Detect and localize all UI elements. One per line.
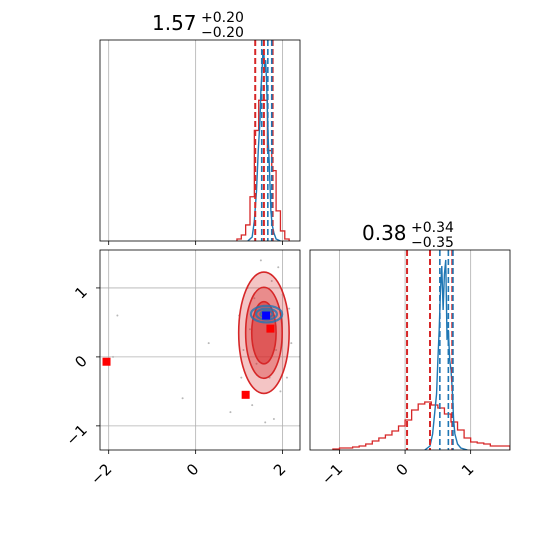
x-tick-label-param1: −2 bbox=[87, 460, 115, 488]
frame-joint bbox=[99, 249, 301, 451]
red-marker bbox=[241, 390, 250, 399]
scatter-point bbox=[270, 280, 273, 283]
scatter-point bbox=[279, 390, 282, 393]
y-tick-label-param2: 1 bbox=[71, 283, 90, 302]
scatter-point bbox=[255, 362, 258, 365]
scatter-point bbox=[272, 417, 275, 420]
title-param2-value: 0.38 bbox=[362, 221, 407, 245]
x-tick-label-param2: 0 bbox=[392, 460, 411, 479]
frame-param2-hist bbox=[309, 249, 511, 451]
title-param2-upper: +0.34 bbox=[411, 220, 454, 236]
blue-contour bbox=[254, 307, 279, 321]
joint-panel bbox=[102, 259, 293, 424]
param2-blue-line bbox=[424, 259, 468, 450]
x-tick-label-param1: 0 bbox=[183, 460, 202, 479]
scatter-point bbox=[242, 349, 245, 351]
scatter-point bbox=[277, 266, 280, 269]
scatter-point bbox=[259, 259, 262, 262]
x-tick-label-param1: 2 bbox=[270, 460, 289, 479]
scatter-point bbox=[290, 342, 293, 345]
x-tick-label-param2: 1 bbox=[458, 460, 477, 479]
scatter-point bbox=[275, 349, 278, 351]
frame-param1-hist bbox=[99, 39, 301, 242]
title-param1-upper: +0.20 bbox=[201, 10, 244, 26]
hist-param2 bbox=[332, 250, 510, 450]
scatter-point bbox=[264, 421, 267, 424]
hist-param1 bbox=[236, 40, 290, 241]
grid-param1-hist bbox=[108, 40, 284, 241]
scatter-point bbox=[240, 376, 243, 379]
title-param1-value: 1.57 bbox=[152, 11, 197, 35]
red-marker bbox=[102, 357, 111, 366]
grid-param2-hist bbox=[339, 250, 472, 450]
scatter-point bbox=[112, 355, 115, 358]
y-tick-label-param2: 0 bbox=[71, 352, 90, 371]
param1-red-hist bbox=[236, 99, 290, 241]
scatter-point bbox=[251, 404, 254, 407]
param1-blue-line bbox=[247, 49, 281, 241]
scatter-point bbox=[116, 314, 119, 317]
title-param1: 1.57 +0.20 −0.20 bbox=[152, 10, 244, 41]
scatter-point bbox=[253, 297, 256, 300]
param2-red-hist bbox=[332, 401, 510, 450]
y-tick-label-param2: −1 bbox=[62, 421, 90, 449]
blue-marker bbox=[262, 311, 271, 320]
title-param2-lower: −0.35 bbox=[411, 235, 454, 251]
scatter-point bbox=[249, 328, 251, 331]
scatter-point bbox=[181, 397, 184, 400]
red-marker bbox=[266, 324, 275, 333]
scatter-point bbox=[207, 342, 210, 345]
scatter-point bbox=[285, 376, 288, 379]
title-param1-lower: −0.20 bbox=[201, 25, 244, 41]
scatter-point bbox=[229, 411, 232, 414]
title-param2: 0.38 +0.34 −0.35 bbox=[362, 220, 454, 251]
scatter-point bbox=[288, 307, 291, 310]
blue-contour bbox=[249, 304, 284, 324]
x-tick-label-param2: −1 bbox=[318, 460, 346, 488]
